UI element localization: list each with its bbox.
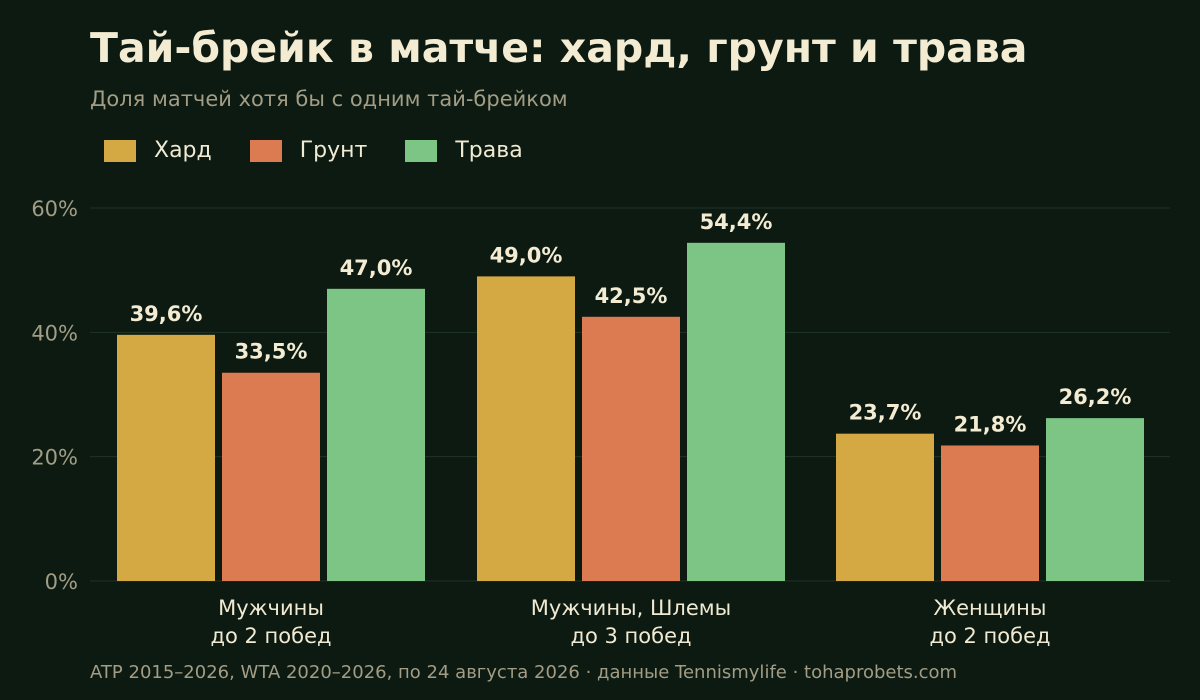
legend-swatch-grass — [405, 139, 438, 162]
bar — [117, 334, 215, 581]
bar — [222, 372, 320, 581]
footer-source: ATP 2015–2026, WTA 2020–2026, по 24 авгу… — [90, 662, 958, 683]
chart-subtitle: Доля матчей хотя бы с одним тай-брейком — [90, 87, 568, 111]
data-label: 47,0% — [340, 256, 413, 280]
y-tick-label: 40% — [31, 321, 78, 345]
legend-label-grass: Трава — [455, 138, 523, 163]
y-tick-label: 20% — [31, 446, 78, 470]
x-category-label: до 3 побед — [570, 624, 691, 648]
legend-item-hard: Хард — [104, 138, 212, 163]
legend-swatch-hard — [104, 139, 136, 162]
legend-label-hard: Хард — [154, 138, 212, 163]
data-label: 42,5% — [595, 284, 668, 308]
legend-item-clay: Грунт — [249, 138, 368, 163]
data-label: 26,2% — [1059, 385, 1132, 409]
data-label: 23,7% — [849, 401, 922, 425]
x-category-label: Женщины — [933, 596, 1046, 620]
legend-item-grass: Трава — [405, 138, 523, 163]
data-label: 21,8% — [954, 412, 1027, 436]
chart-title: Тай-брейк в матче: хард, грунт и трава — [90, 24, 1028, 72]
bar — [327, 288, 425, 581]
y-tick-label: 60% — [31, 197, 78, 221]
x-category-label: до 2 побед — [210, 624, 331, 648]
legend-swatch-clay — [249, 139, 282, 162]
x-category-label: до 2 побед — [929, 624, 1050, 648]
bar — [1046, 418, 1144, 581]
bar — [477, 276, 575, 581]
y-tick-label: 0% — [45, 570, 78, 594]
x-category-label: Мужчины — [218, 596, 324, 620]
x-category-label: Мужчины, Шлемы — [531, 596, 731, 620]
data-label: 49,0% — [490, 243, 563, 267]
data-label: 33,5% — [235, 340, 308, 364]
bar — [582, 316, 680, 581]
bar — [836, 433, 934, 581]
bar — [687, 242, 785, 581]
legend-label-clay: Грунт — [299, 138, 368, 163]
data-label: 39,6% — [130, 302, 203, 326]
data-label: 54,4% — [700, 210, 773, 234]
legend: Хард Грунт Трава — [104, 138, 561, 163]
bar — [941, 445, 1039, 581]
